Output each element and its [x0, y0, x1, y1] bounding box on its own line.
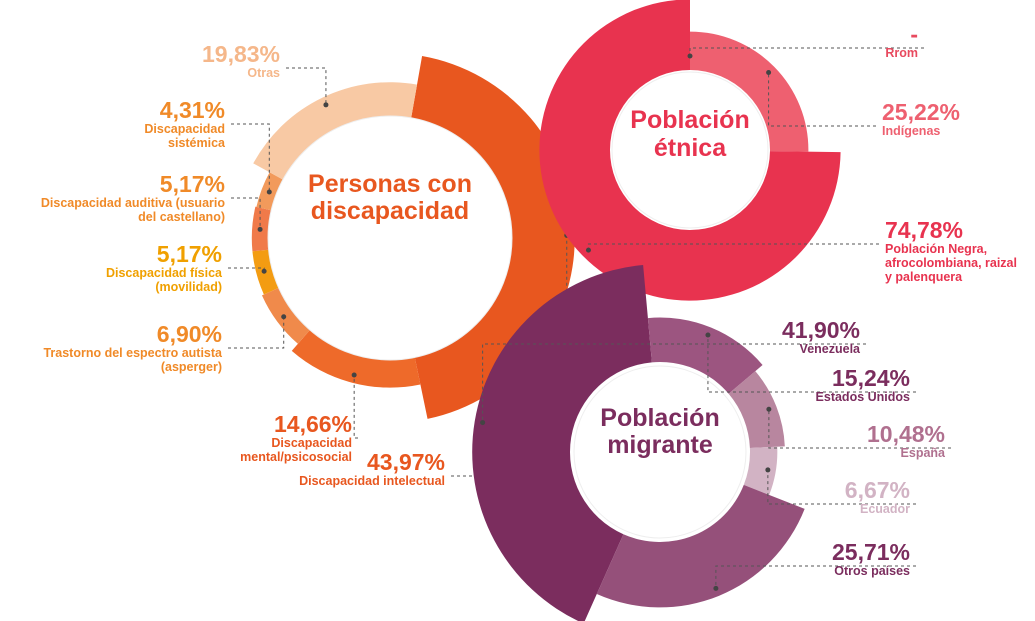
category-label: Estados Unidos — [815, 390, 910, 405]
category-label: Indígenas — [882, 124, 941, 139]
value-label: 6,67% — [844, 477, 910, 503]
category-label: Ecuador — [859, 502, 910, 517]
value-label: - — [910, 21, 918, 47]
value-label: 19,83% — [201, 41, 280, 67]
data-label: 15,24% Estados Unidos — [770, 365, 910, 405]
value-label: 10,48% — [866, 421, 945, 447]
data-label: 5,17% Discapacidad auditiva (usuario del … — [25, 171, 225, 225]
category-label: Otras — [247, 66, 280, 81]
data-label: 74,78% Población Negra, afrocolombiana, r… — [885, 217, 1025, 285]
center-circle — [573, 365, 747, 539]
leader-dot — [281, 314, 287, 320]
value-label: 15,24% — [831, 365, 910, 391]
slice — [539, 0, 841, 301]
slice — [596, 484, 805, 608]
value-label: 14,66% — [273, 411, 352, 437]
center-circle — [267, 115, 513, 361]
data-label: 41,90% Venezuela — [740, 317, 860, 357]
slice — [743, 446, 778, 495]
category-label: Otros países — [834, 564, 910, 579]
slice — [472, 264, 652, 621]
leader-line — [768, 409, 951, 449]
leader-line — [715, 565, 916, 589]
leader-line — [231, 197, 261, 230]
data-label: - Rrom — [838, 21, 918, 61]
category-label: Trastorno del espectro autista (asperger… — [43, 346, 222, 375]
slice — [647, 317, 763, 394]
data-label: 25,71% Otros países — [810, 539, 910, 579]
center-title: Población étnica — [630, 106, 750, 162]
leader-line — [767, 469, 916, 505]
leader-dot — [687, 53, 693, 59]
leader-line — [231, 123, 270, 192]
leader-dot — [705, 332, 711, 338]
data-label: 6,67% Ecuador — [810, 477, 910, 517]
category-label: Discapacidad mental/psicosocial — [240, 436, 352, 465]
category-label: Discapacidad intelectual — [299, 474, 445, 489]
value-label: 5,17% — [159, 171, 225, 197]
category-label: Discapacidad auditiva (usuario del caste… — [40, 196, 225, 225]
leader-dot — [585, 247, 591, 253]
center-circle — [611, 71, 769, 229]
leader-line — [482, 343, 866, 423]
leader-line — [286, 67, 327, 105]
leader-line — [689, 47, 924, 56]
leader-dot — [766, 406, 772, 412]
leader-dot — [480, 420, 486, 426]
leader-dot — [351, 372, 357, 378]
value-label: 41,90% — [781, 317, 860, 343]
leader-line — [353, 374, 358, 439]
data-label: 4,31% Discapacidad sistémica — [105, 97, 225, 151]
slice — [728, 371, 785, 448]
data-label: 14,66% Discapacidad mental/psicosocial — [172, 411, 352, 465]
leader-dot — [261, 268, 267, 274]
slice — [690, 31, 809, 152]
data-label: 6,90% Trastorno del espectro autista (asp… — [32, 321, 222, 375]
category-label: Rrom — [885, 46, 918, 61]
data-label: 10,48% España — [845, 421, 945, 461]
category-label: Discapacidad física (movilidad) — [105, 266, 222, 295]
value-label: 5,17% — [156, 241, 222, 267]
value-label: 25,71% — [831, 539, 910, 565]
leader-dot — [323, 102, 329, 108]
data-label: 43,97% Discapacidad intelectual — [295, 449, 445, 489]
category-label: Venezuela — [799, 342, 860, 357]
leader-dot — [257, 226, 263, 232]
leader-dot — [266, 189, 272, 195]
leader-dot — [765, 467, 771, 473]
value-label: 25,22% — [882, 99, 961, 125]
slice — [261, 286, 313, 344]
category-label: Discapacidad sistémica — [144, 122, 225, 151]
category-label: Población Negra, afrocolombiana, raizal … — [885, 242, 1017, 284]
data-label: 19,83% Otras — [160, 41, 280, 81]
center-title: Personas con discapacidad — [308, 169, 472, 226]
value-label: 43,97% — [366, 449, 445, 475]
category-label: España — [900, 446, 945, 461]
center-title: Población migrante — [600, 403, 720, 460]
data-label: 5,17% Discapacidad física (movilidad) — [52, 241, 222, 295]
leader-dot — [713, 585, 719, 591]
value-label: 74,78% — [885, 217, 964, 243]
value-label: 4,31% — [159, 97, 225, 123]
leader-line — [707, 334, 916, 393]
data-label: 25,22% Indígenas — [882, 99, 1002, 139]
value-label: 6,90% — [156, 321, 222, 347]
leader-dot — [766, 69, 772, 75]
leader-line — [228, 316, 285, 349]
slice — [252, 249, 283, 295]
slice — [291, 326, 421, 388]
